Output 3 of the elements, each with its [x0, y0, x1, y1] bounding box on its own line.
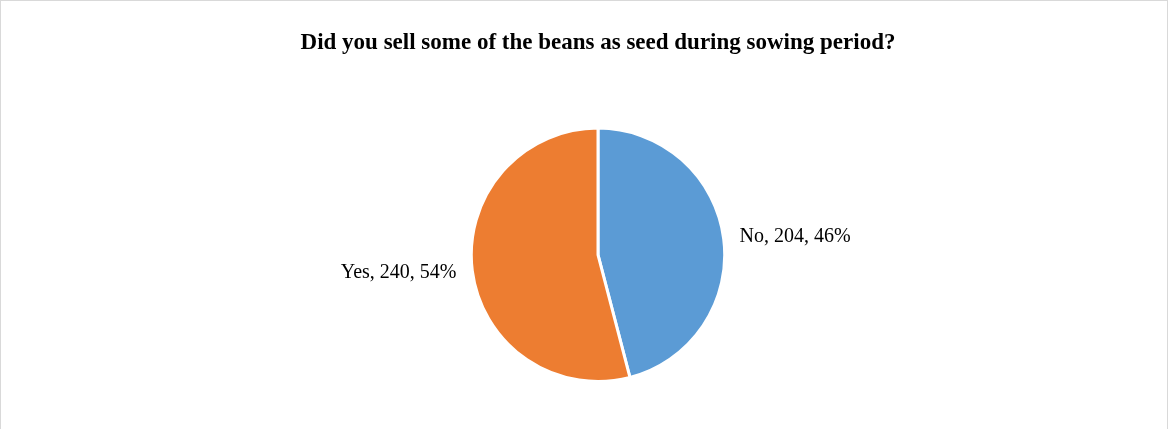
chart-title: Did you sell some of the beans as seed during sowing period?	[300, 28, 896, 54]
slice-label: No, 204, 46%	[739, 223, 851, 246]
slice-label: Yes, 240, 54%	[340, 260, 457, 283]
